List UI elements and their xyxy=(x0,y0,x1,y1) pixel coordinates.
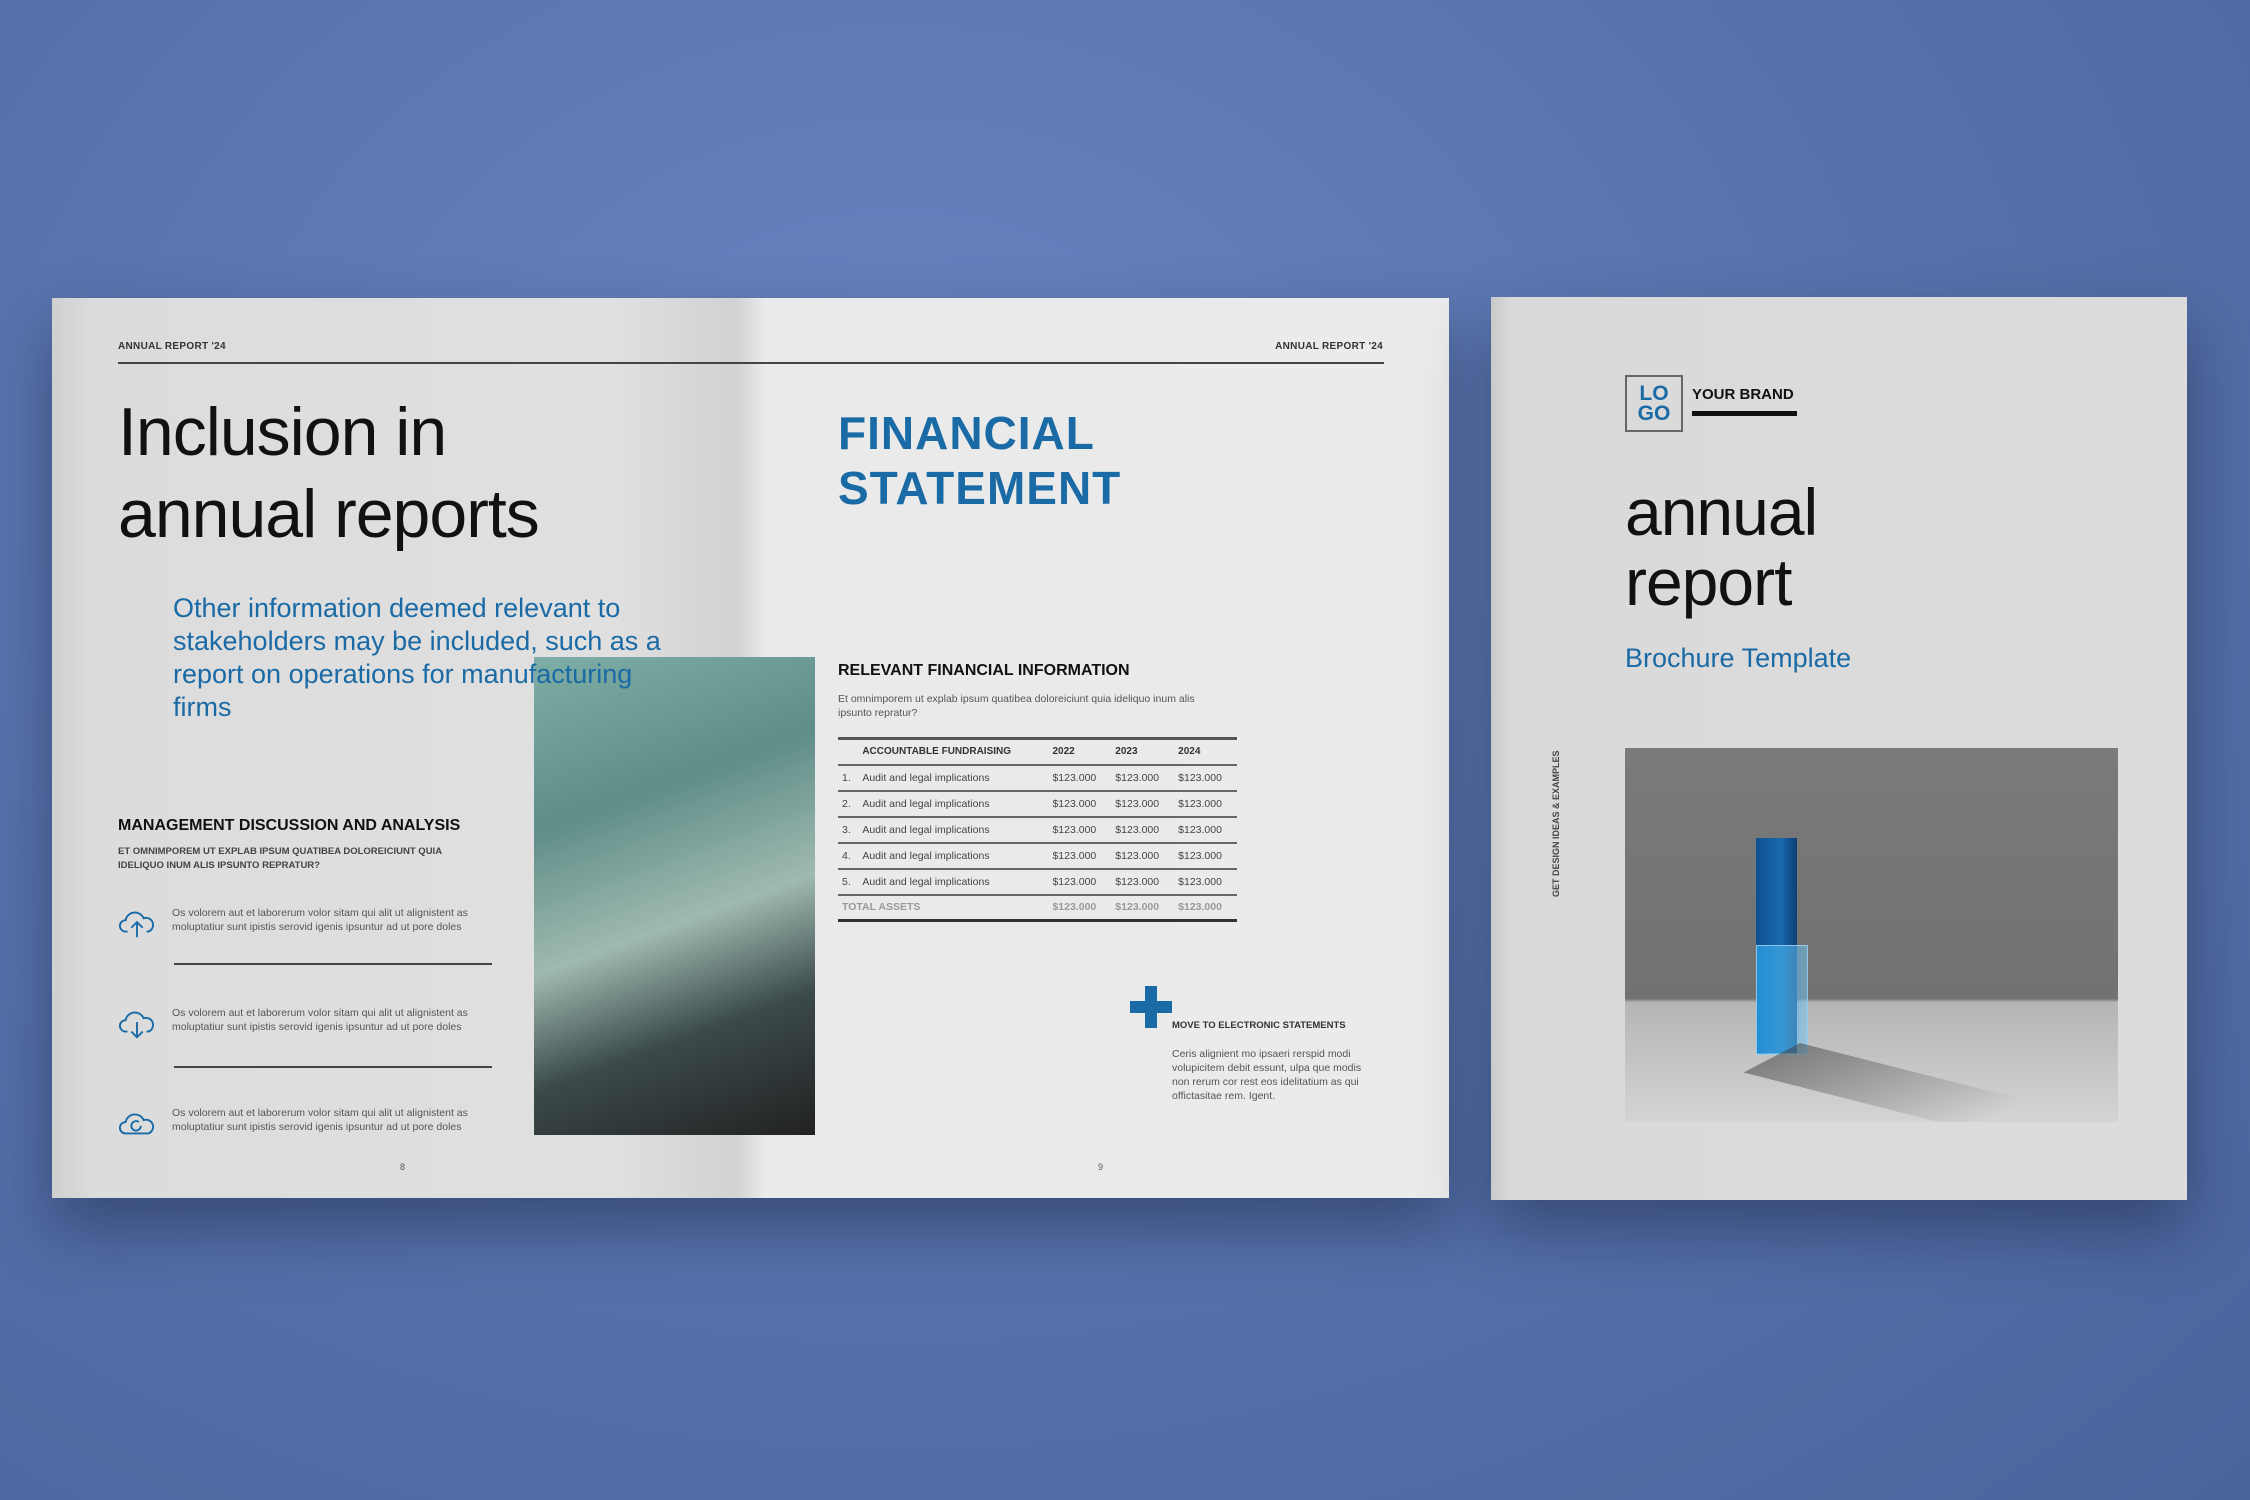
table-row: 5. Audit and legal implications $123.000 $1… xyxy=(838,868,1237,896)
electronic-text: Ceris alignient mo ipsaeri rerspid modi … xyxy=(1172,1048,1362,1102)
total-cell: $123.000 xyxy=(1048,894,1112,922)
cover-title: annual report xyxy=(1625,475,1818,619)
table-cell: $123.000 xyxy=(1111,764,1175,792)
table-cell: Audit and legal implications xyxy=(858,816,1049,844)
relevant-text: Et omnimporem ut explab ipsum quatibea d… xyxy=(838,693,1195,719)
brochure-spread: ANNUAL REPORT '24 ANNUAL REPORT '24 Incl… xyxy=(52,298,1449,1198)
title-line: report xyxy=(1625,545,1792,619)
cloud-download-icon xyxy=(118,1006,156,1045)
table-cell: $123.000 xyxy=(1111,790,1175,818)
brand-underline xyxy=(1692,411,1797,416)
right-header: ANNUAL REPORT '24 xyxy=(1275,341,1383,352)
title-line: STATEMENT xyxy=(838,462,1122,514)
table-cell: 1. xyxy=(838,764,859,792)
cover-subtitle: Brochure Template xyxy=(1625,643,1852,673)
item-text: Os volorem aut et laborerum volor sitam … xyxy=(172,1007,468,1033)
laptop-photo xyxy=(534,657,815,1135)
header-cell: 2023 xyxy=(1111,738,1175,766)
intro-text: Other information deemed relevant to sta… xyxy=(173,593,661,722)
table-cell: $123.000 xyxy=(1111,816,1175,844)
table-cell: $123.000 xyxy=(1111,842,1175,870)
title-line: Inclusion in xyxy=(118,394,447,470)
table-cell: 2. xyxy=(838,790,859,818)
total-cell: $123.000 xyxy=(1174,894,1237,922)
financial-table: ACCOUNTABLE FUNDRAISING 2022 2023 2024 1… xyxy=(838,737,1237,922)
table-cell: Audit and legal implications xyxy=(858,790,1049,818)
item-text: Os volorem aut et laborerum volor sitam … xyxy=(172,1107,468,1133)
logo: LO GO xyxy=(1625,375,1683,432)
divider xyxy=(174,963,492,965)
table-cell: $123.000 xyxy=(1174,790,1237,818)
title-line: annual reports xyxy=(118,476,540,552)
total-cell: $123.000 xyxy=(1111,894,1175,922)
item-text: Os volorem aut et laborerum volor sitam … xyxy=(172,907,468,933)
table-cell: 5. xyxy=(838,868,859,896)
table-cell: Audit and legal implications xyxy=(858,842,1049,870)
table-cell: Audit and legal implications xyxy=(858,764,1049,792)
header-cell xyxy=(838,738,859,766)
header-cell: 2024 xyxy=(1174,738,1237,766)
cloud-upload-icon xyxy=(118,906,156,945)
table-cell: $123.000 xyxy=(1048,790,1112,818)
electronic-heading: MOVE TO ELECTRONIC STATEMENTS xyxy=(1172,1020,1346,1031)
table-row: 2. Audit and legal implications $123.000 $1… xyxy=(838,790,1237,818)
logo-text: LO xyxy=(1639,382,1669,405)
header-rule xyxy=(118,362,1384,364)
table-cell: $123.000 xyxy=(1174,816,1237,844)
table-cell: 3. xyxy=(838,816,859,844)
cover-image xyxy=(1625,748,2118,1122)
title-line: FINANCIAL xyxy=(838,407,1095,459)
list-item: Os volorem aut et laborerum volor sitam … xyxy=(118,1106,548,1145)
page-title: Inclusion in annual reports xyxy=(118,391,540,555)
table-row: 4. Audit and legal implications $123.000 $1… xyxy=(838,842,1237,870)
page-number-right: 9 xyxy=(1098,1162,1104,1172)
table-cell: $123.000 xyxy=(1111,868,1175,896)
plus-icon xyxy=(1130,986,1172,1028)
total-label: TOTAL ASSETS xyxy=(838,894,1049,922)
header-cell: ACCOUNTABLE FUNDRAISING xyxy=(858,738,1049,766)
title-line: annual xyxy=(1625,475,1818,549)
table-cell: $123.000 xyxy=(1174,764,1237,792)
logo-text: GO xyxy=(1637,402,1671,425)
table-cell: $123.000 xyxy=(1048,868,1112,896)
brand-name: YOUR BRAND xyxy=(1692,386,1794,403)
table-cell: Audit and legal implications xyxy=(858,868,1049,896)
table-row: 1. Audit and legal implications $123.000 $1… xyxy=(838,764,1237,792)
table-row: 3. Audit and legal implications $123.000 $1… xyxy=(838,816,1237,844)
management-heading: MANAGEMENT DISCUSSION AND ANALYSIS xyxy=(118,817,461,834)
cloud-sync-icon xyxy=(118,1106,156,1145)
table-header-row: ACCOUNTABLE FUNDRAISING 2022 2023 2024 xyxy=(838,738,1237,766)
page-number-left: 8 xyxy=(400,1162,406,1172)
divider xyxy=(174,1066,492,1068)
list-item: Os volorem aut et laborerum volor sitam … xyxy=(118,906,548,1006)
list-item: Os volorem aut et laborerum volor sitam … xyxy=(118,1006,548,1106)
table-cell: $123.000 xyxy=(1048,764,1112,792)
table-cell: 4. xyxy=(838,842,859,870)
brochure-cover: LO GO YOUR BRAND annual report Brochure … xyxy=(1491,297,2187,1200)
table-cell: $123.000 xyxy=(1174,842,1237,870)
table-total-row: TOTAL ASSETS $123.000 $123.000 $123.000 xyxy=(838,894,1237,922)
table-cell: $123.000 xyxy=(1174,868,1237,896)
management-list: Os volorem aut et laborerum volor sitam … xyxy=(118,906,548,1145)
relevant-heading: RELEVANT FINANCIAL INFORMATION xyxy=(838,662,1130,679)
table-cell: $123.000 xyxy=(1048,842,1112,870)
table-cell: $123.000 xyxy=(1048,816,1112,844)
left-header: ANNUAL REPORT '24 xyxy=(118,341,226,352)
financial-title: FINANCIAL STATEMENT xyxy=(838,406,1121,516)
header-cell: 2022 xyxy=(1048,738,1112,766)
side-text: GET DESIGN IDEAS & EXAMPLES xyxy=(1551,750,1561,897)
management-subheading: ET OMNIMPOREM UT EXPLAB IPSUM QUATIBEA D… xyxy=(118,846,442,871)
